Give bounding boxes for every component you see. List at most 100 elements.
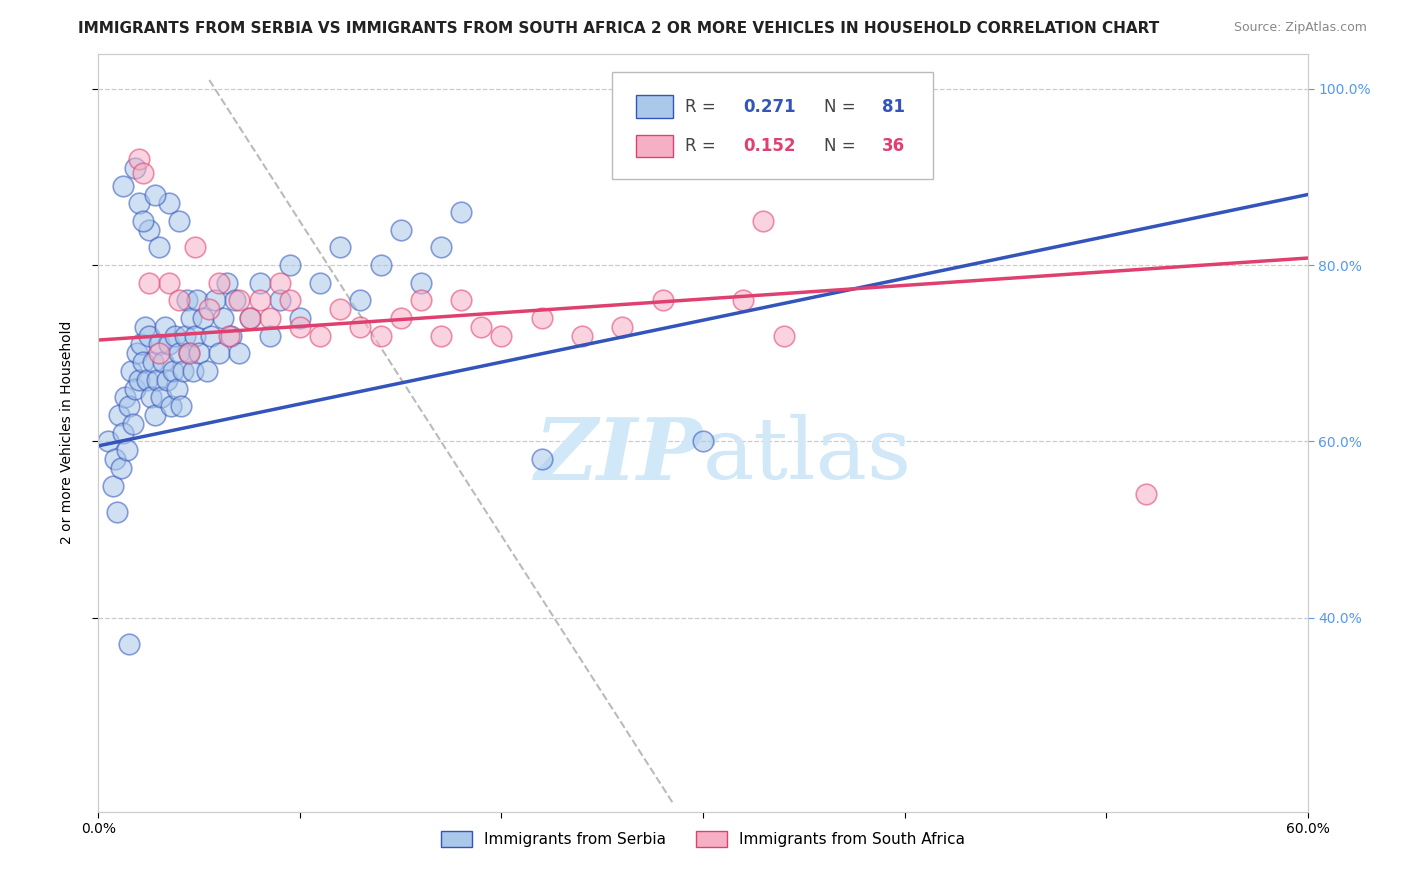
Point (208, 346, 231, 360)
Point (115, 443, 138, 458)
Point (167, 214, 190, 228)
Point (389, 223, 412, 237)
Point (204, 293, 226, 308)
Point (142, 355, 165, 369)
Point (288, 311, 311, 326)
Point (651, 293, 673, 308)
Point (470, 319, 492, 334)
Point (162, 364, 184, 378)
Point (208, 276, 231, 290)
Point (134, 319, 156, 334)
Point (212, 311, 235, 326)
Point (430, 240, 453, 254)
Point (1135, 487, 1157, 501)
Point (149, 390, 172, 404)
Point (733, 293, 755, 308)
Text: N =: N = (824, 97, 860, 116)
Point (692, 434, 714, 449)
Text: ZIP: ZIP (536, 414, 703, 497)
Point (329, 240, 352, 254)
Point (450, 205, 472, 219)
Point (530, 311, 553, 326)
Point (239, 311, 262, 326)
Point (118, 637, 141, 651)
Point (180, 311, 202, 326)
Point (752, 214, 775, 228)
Point (138, 276, 160, 290)
Point (450, 293, 472, 308)
Text: R =: R = (685, 137, 721, 155)
Point (349, 293, 371, 308)
Point (132, 214, 155, 228)
Point (170, 399, 193, 413)
Text: IMMIGRANTS FROM SERBIA VS IMMIGRANTS FROM SOUTH AFRICA 2 OR MORE VEHICLES IN HOU: IMMIGRANTS FROM SERBIA VS IMMIGRANTS FRO… (77, 21, 1160, 36)
Point (124, 382, 146, 396)
Point (195, 364, 218, 378)
Point (143, 408, 166, 422)
Point (612, 319, 634, 334)
Point (132, 165, 155, 179)
Point (179, 346, 201, 360)
Point (309, 328, 332, 343)
Point (239, 311, 262, 326)
Text: N =: N = (824, 137, 860, 155)
Point (179, 346, 201, 360)
Point (491, 328, 513, 343)
Point (167, 293, 190, 308)
Point (200, 328, 222, 343)
Text: Source: ZipAtlas.com: Source: ZipAtlas.com (1233, 21, 1367, 34)
Point (107, 408, 129, 422)
Bar (637, 95, 672, 118)
Point (329, 302, 352, 317)
Point (259, 311, 281, 326)
Point (132, 355, 155, 369)
Point (128, 153, 150, 167)
Point (249, 276, 271, 290)
Point (138, 328, 160, 343)
Point (172, 364, 194, 378)
Point (105, 505, 128, 519)
Point (218, 328, 240, 343)
Point (370, 258, 392, 272)
Point (157, 337, 180, 351)
Point (176, 293, 198, 308)
Point (153, 319, 176, 334)
Point (111, 178, 134, 193)
Point (269, 276, 291, 290)
Text: R =: R = (685, 97, 721, 116)
Point (217, 276, 239, 290)
Point (409, 293, 432, 308)
Point (228, 346, 250, 360)
Point (148, 240, 170, 254)
Point (186, 293, 208, 308)
Point (184, 328, 207, 343)
Point (97, 434, 120, 449)
Point (157, 276, 180, 290)
Point (139, 390, 162, 404)
Point (193, 311, 215, 326)
Point (125, 346, 148, 360)
Point (370, 328, 392, 343)
Point (167, 346, 190, 360)
Point (128, 196, 150, 211)
Point (288, 319, 311, 334)
Bar (637, 135, 672, 157)
Point (249, 293, 271, 308)
Point (138, 223, 160, 237)
Point (128, 373, 150, 387)
Point (571, 328, 593, 343)
Point (228, 293, 250, 308)
Point (111, 425, 134, 440)
Point (160, 399, 183, 413)
Point (409, 276, 432, 290)
Point (114, 390, 136, 404)
Point (118, 399, 141, 413)
Point (156, 373, 179, 387)
Point (157, 196, 180, 211)
Point (389, 311, 412, 326)
Point (430, 328, 453, 343)
Point (148, 337, 170, 351)
Point (269, 293, 291, 308)
Text: 0.271: 0.271 (742, 97, 796, 116)
Point (152, 355, 174, 369)
